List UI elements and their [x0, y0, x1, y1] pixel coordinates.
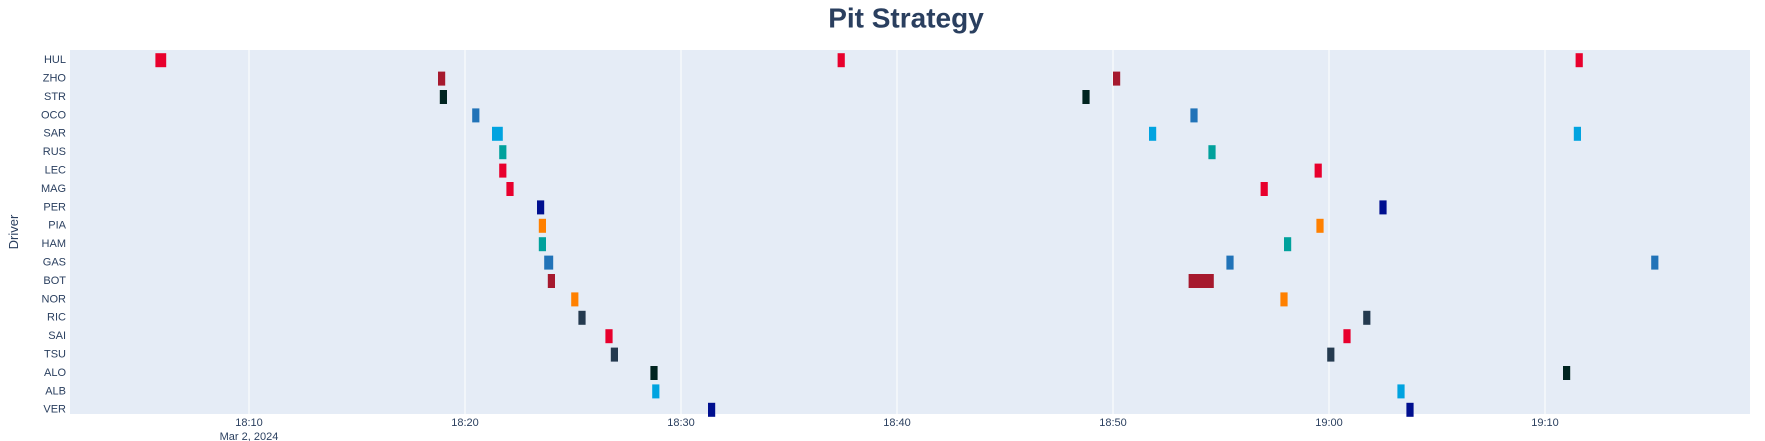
pit-stop-bar-gas[interactable] — [544, 255, 554, 270]
pit-stop-bar-ric[interactable] — [578, 310, 586, 325]
pit-stop-bar-alb[interactable] — [1397, 384, 1405, 399]
y-tick-label-zho: ZHO — [43, 73, 67, 85]
pit-stop-bar-zho[interactable] — [1113, 71, 1121, 86]
pit-stop-bar-pia[interactable] — [1316, 218, 1324, 233]
pit-stop-bar-str[interactable] — [1082, 90, 1090, 104]
y-tick-label-str: STR — [44, 91, 66, 103]
pit-stop-bar-oco[interactable] — [472, 108, 480, 123]
pit-stop-bar-lec[interactable] — [1314, 163, 1322, 178]
pit-stop-bar-sar[interactable] — [1149, 126, 1157, 141]
y-tick-label-nor: NOR — [42, 293, 67, 305]
pit-stop-bar-mag[interactable] — [506, 182, 514, 196]
y-tick-label-ver: VER — [43, 404, 66, 416]
y-tick-label-alo: ALO — [44, 367, 66, 379]
pit-stop-bar-hul[interactable] — [1575, 53, 1583, 68]
y-tick-label-lec: LEC — [45, 165, 66, 177]
pit-stop-bar-nor[interactable] — [571, 292, 579, 307]
pit-stop-bar-mag[interactable] — [1260, 182, 1268, 196]
pit-stop-bar-hul[interactable] — [155, 53, 167, 68]
x-tick-label: 18:10 — [235, 417, 263, 429]
pit-stop-bar-bot[interactable] — [1188, 274, 1214, 288]
y-axis-title: Driver — [6, 214, 21, 249]
x-tick-label: 19:00 — [1315, 417, 1343, 429]
pit-stop-bar-nor[interactable] — [1280, 292, 1288, 307]
y-tick-label-mag: MAG — [41, 183, 66, 195]
pit-stop-bar-bot[interactable] — [547, 274, 555, 288]
x-tick-label: 18:20 — [451, 417, 479, 429]
plot-background — [70, 50, 1750, 414]
pit-stop-bar-hul[interactable] — [837, 53, 845, 68]
pit-stop-bar-str[interactable] — [439, 90, 447, 104]
pit-stop-bar-ric[interactable] — [1363, 310, 1371, 325]
pit-stop-bar-zho[interactable] — [438, 71, 446, 86]
pit-stop-bar-per[interactable] — [537, 200, 545, 215]
y-tick-label-rus: RUS — [43, 146, 66, 158]
pit-stop-bar-gas[interactable] — [1651, 255, 1659, 270]
pit-stop-bar-sai[interactable] — [1343, 329, 1351, 344]
chart-title: Pit Strategy — [828, 2, 984, 33]
pit-stop-bar-rus[interactable] — [499, 145, 507, 160]
x-tick-label: 19:10 — [1531, 417, 1559, 429]
pit-stop-bar-rus[interactable] — [1208, 145, 1216, 160]
y-tick-label-hul: HUL — [44, 54, 66, 66]
pit-stop-bar-ver[interactable] — [708, 402, 716, 417]
pit-stop-bar-tsu[interactable] — [610, 347, 618, 362]
pit-stop-bar-ham[interactable] — [1284, 237, 1292, 252]
pit-stop-bar-ham[interactable] — [538, 237, 546, 252]
y-tick-labels: HUL ZHO STR OCO SAR RUS LEC MAG PER PIA HAM GAS BOT N… — [41, 54, 67, 416]
x-grid-lines — [248, 50, 1546, 414]
y-tick-label-bot: BOT — [43, 275, 66, 287]
pit-stop-bar-alo[interactable] — [650, 366, 658, 380]
pit-stop-bar-per[interactable] — [1379, 200, 1387, 215]
x-date-label: Mar 2, 2024 — [220, 431, 279, 441]
x-tick-label: 18:50 — [1099, 417, 1127, 429]
y-tick-label-sar: SAR — [43, 128, 66, 140]
y-tick-label-oco: OCO — [41, 109, 67, 121]
y-tick-label-per: PER — [43, 201, 66, 213]
pit-stop-bar-pia[interactable] — [538, 218, 546, 233]
x-tick-labels: 18:10 18:20 18:30 18:40 18:50 19:00 19:10 — [235, 417, 1559, 429]
pit-stop-bar-gas[interactable] — [1226, 255, 1234, 270]
y-tick-label-sai: SAI — [48, 330, 66, 342]
pit-stop-bar-tsu[interactable] — [1327, 347, 1335, 362]
pit-stop-bar-ver[interactable] — [1406, 402, 1414, 417]
pit-stop-bar-sar[interactable] — [1573, 126, 1581, 141]
y-tick-label-ham: HAM — [42, 238, 66, 250]
pit-stop-bar-lec[interactable] — [499, 163, 507, 178]
x-tick-label: 18:40 — [883, 417, 911, 429]
pit-stop-bar-alo[interactable] — [1563, 366, 1571, 380]
pit-stop-bars — [155, 53, 1659, 417]
pit-stop-bar-alb[interactable] — [652, 384, 660, 399]
y-tick-label-gas: GAS — [43, 257, 66, 269]
y-tick-label-ric: RIC — [47, 312, 66, 324]
y-tick-label-alb: ALB — [45, 385, 66, 397]
pit-stop-bar-sai[interactable] — [605, 329, 613, 344]
y-tick-label-pia: PIA — [48, 220, 66, 232]
pit-stop-bar-oco[interactable] — [1190, 108, 1198, 123]
y-tick-label-tsu: TSU — [44, 349, 66, 361]
x-tick-label: 18:30 — [667, 417, 695, 429]
pit-stop-bar-sar[interactable] — [492, 126, 503, 141]
